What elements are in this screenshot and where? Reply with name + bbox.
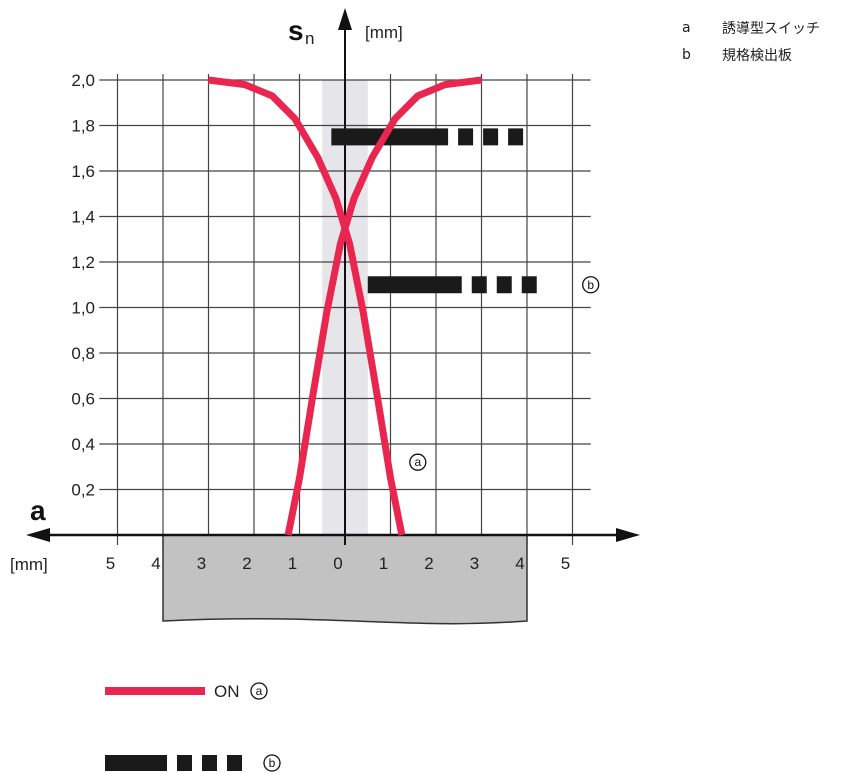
axis-layer — [26, 8, 640, 545]
x-tick-label: 4 — [515, 554, 524, 573]
legend-dashed-swatch-dash — [227, 755, 242, 771]
x-tick-label: 3 — [470, 554, 479, 573]
x-axis-unit: [mm] — [10, 555, 48, 574]
series-layer — [208, 76, 482, 536]
side-legend-text: 規格検出板 — [722, 47, 792, 64]
y-axis-subscript: n — [305, 29, 314, 48]
y-tick-label: 1,2 — [71, 253, 95, 272]
dashed-bar-solid — [367, 276, 462, 294]
side-legend-key: b — [682, 46, 691, 63]
label-layer: 0,2 0,4 0,6 0,8 1,0 1,2 1,4 1,6 1,8 2,0 5 4 3 2 1 0 1 2 3 4… — [10, 15, 600, 574]
legend-marker-b-circle — [263, 754, 281, 772]
legend-line-swatch — [105, 687, 205, 695]
legend-marker-a-text: a — [256, 684, 263, 698]
dashed-bar-solid — [331, 128, 449, 146]
x-axis-arrow-right — [616, 528, 640, 542]
annotation-label-circle — [409, 453, 427, 471]
side-legend-key: a — [682, 19, 691, 36]
side-legend-text: 誘導型スイッチ — [722, 20, 820, 37]
annotation-label-circle — [582, 276, 600, 294]
x-tick-label: 4 — [151, 554, 160, 573]
y-tick-label: 2,0 — [71, 71, 95, 90]
y-tick-label: 1,6 — [71, 162, 95, 181]
legend-marker-a-circle — [250, 682, 268, 700]
dashed-bar-dash — [496, 276, 512, 294]
side-legend-item-b: b 規格検出板 — [682, 41, 820, 68]
annotation-label-text: b — [587, 278, 594, 292]
series-curve — [208, 76, 406, 536]
y-tick-label: 0,2 — [71, 481, 95, 500]
bottom-legend-layer: ON a b — [105, 682, 281, 772]
x-tick-label: 2 — [242, 554, 251, 573]
y-axis-arrow — [338, 8, 352, 30]
x-tick-label: 5 — [106, 554, 115, 573]
legend-dashed-swatch-dash — [177, 755, 192, 771]
y-axis-unit: [mm] — [365, 23, 403, 42]
y-tick-label: 1,0 — [71, 299, 95, 318]
target-plate — [162, 534, 528, 625]
series-curve — [284, 76, 482, 536]
y-tick-label: 1,4 — [71, 208, 95, 227]
target-plate-layer — [162, 534, 528, 625]
x-tick-label: 1 — [288, 554, 297, 573]
dashed-bar-dash — [458, 128, 474, 146]
legend-marker-b-text: b — [269, 756, 276, 770]
x-tick-label: 0 — [333, 554, 342, 573]
y-tick-label: 0,4 — [71, 435, 95, 454]
x-axis-arrow-left — [26, 528, 50, 542]
x-tick-label: 1 — [379, 554, 388, 573]
legend-on-label: ON — [214, 682, 240, 701]
side-legend: a 誘導型スイッチ b 規格検出板 — [682, 14, 820, 68]
dashed-bars-layer — [331, 128, 537, 294]
side-legend-item-a: a 誘導型スイッチ — [682, 14, 820, 41]
annotation-label-text: a — [414, 455, 421, 469]
dashed-bar-dash — [521, 276, 537, 294]
x-tick-label: 3 — [197, 554, 206, 573]
legend-dashed-swatch-dash — [202, 755, 217, 771]
dashed-bar-dash — [483, 128, 499, 146]
dashed-bar-dash — [471, 276, 487, 294]
x-tick-label: 2 — [424, 554, 433, 573]
dashed-bar-dash — [508, 128, 524, 146]
x-axis-symbol: a — [30, 495, 46, 526]
x-tick-label: 5 — [561, 554, 570, 573]
y-tick-label: 1,8 — [71, 117, 95, 136]
y-tick-label: 0,6 — [71, 390, 95, 409]
y-tick-label: 0,8 — [71, 344, 95, 363]
legend-dashed-swatch-solid — [105, 755, 167, 771]
y-axis-symbol: s — [288, 15, 304, 46]
